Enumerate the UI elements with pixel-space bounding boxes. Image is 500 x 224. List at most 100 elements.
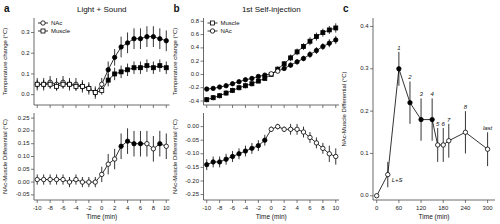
y-tick [370,195,373,196]
point [269,72,273,76]
point [35,82,39,86]
y-tick [201,180,204,181]
point [308,52,312,56]
point [80,180,84,184]
y-tick [201,101,204,102]
point [100,89,104,93]
x-tick [297,105,298,108]
y-tick-label: 0.3 [21,29,30,35]
x-tick-label: 0 [100,205,104,211]
y-tick-label: 0.0 [21,91,30,97]
x-tick [284,200,285,203]
point [327,28,331,32]
annotation: 6 [442,121,446,127]
annotation: last [483,125,493,131]
y-tick-label: -0.25 [185,191,199,197]
x-tick-label: 120 [416,205,427,211]
point [301,130,305,134]
y-tick-label: 0.8 [191,18,200,24]
x-tick [322,105,323,108]
point [386,172,390,176]
x-tick [465,200,466,203]
point [250,82,254,86]
point [230,154,234,158]
point [430,117,434,121]
y-tick-label: 0.00 [187,123,199,129]
x-tick [309,200,310,203]
plot-area [35,26,168,99]
y-tick [31,94,34,95]
x-tick [335,105,336,108]
point [334,154,338,158]
point [158,142,162,146]
point [211,96,215,100]
y-tick [31,118,34,119]
point [295,127,299,131]
point [158,64,162,68]
y-tick [201,153,204,154]
point [327,41,331,45]
series-line [207,28,336,100]
y-tick-label: 0.0 [191,71,200,77]
y-tick-label: -0.20 [185,178,199,184]
x-tick [153,105,154,108]
x-tick [37,105,38,108]
x-tick [63,200,64,203]
point [67,82,71,86]
point [42,82,46,86]
point [250,146,254,150]
point [119,45,123,49]
legend-label: Muscle [221,20,241,26]
point [314,35,318,39]
legend-marker [41,21,45,25]
point [321,146,325,150]
y-tick [201,126,204,127]
point [205,87,209,91]
y-tick-label: 0.00 [18,179,30,185]
x-tick-label: 0 [375,205,379,211]
x-tick-label: -6 [230,205,236,211]
y-tick-label: 0.15 [18,140,30,146]
y-tick-label: 0.05 [18,166,30,172]
point [288,127,292,131]
plot-area [374,52,489,198]
point [125,41,129,45]
point [289,56,293,60]
point [112,157,116,161]
y-tick-label: 0.20 [18,127,30,133]
y-axis [373,18,374,200]
point [217,85,221,89]
point [243,78,247,82]
point [126,68,130,72]
point [419,117,423,121]
point [408,100,412,104]
y-tick [201,47,204,48]
x-tick-label: 60 [396,205,403,211]
x-tick-label: 8 [152,205,156,211]
point [282,127,286,131]
x-tick-label: 10 [163,205,170,211]
point [41,177,45,181]
y-tick [370,68,373,69]
point [151,147,155,151]
point [145,64,149,68]
annotation: 5 [436,121,440,127]
point [54,177,58,181]
point [74,177,78,181]
point [67,180,71,184]
y-tick [31,182,34,183]
point [100,172,104,176]
point [302,45,306,49]
point [237,86,241,90]
point [113,72,117,76]
point [321,44,325,48]
series-line [377,69,488,196]
point [48,82,52,86]
point [263,73,267,77]
y-axis-label: Temperature change (°C) [172,28,178,95]
y-tick-label: 0.0 [360,192,369,198]
point [282,66,286,70]
x-tick [443,200,444,203]
point [269,127,273,131]
point [263,138,267,142]
